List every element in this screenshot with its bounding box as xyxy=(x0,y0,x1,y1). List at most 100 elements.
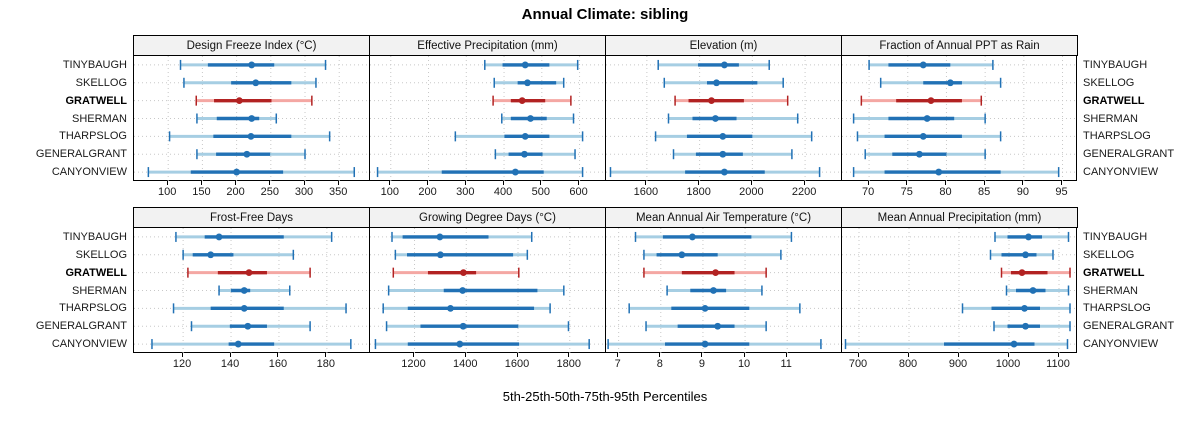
tick-mark xyxy=(337,181,339,185)
median-dot xyxy=(459,322,467,330)
median-dot xyxy=(915,150,923,158)
site-label-right-sherman: SHERMAN xyxy=(1083,284,1139,297)
interval-tinybaugh xyxy=(175,231,333,242)
panel-header-design-freeze-index-c-: Design Freeze Index (°C) xyxy=(133,35,370,56)
median-dot xyxy=(919,132,927,140)
interval-skellog xyxy=(183,77,317,88)
interval-canyonview xyxy=(151,339,352,350)
tick-label: 2200 xyxy=(791,186,817,198)
median-dot xyxy=(1022,251,1029,259)
median-dot xyxy=(245,269,253,277)
median-dot xyxy=(244,322,252,330)
tick-label: 800 xyxy=(898,358,918,370)
tick-mark xyxy=(1061,181,1063,185)
median-dot xyxy=(447,304,454,312)
interval-canyonview xyxy=(374,339,590,350)
interval-sherman xyxy=(667,113,799,124)
median-dot xyxy=(701,304,709,312)
tick-mark xyxy=(464,353,466,357)
tick-mark xyxy=(1007,353,1009,357)
median-dot xyxy=(713,79,720,87)
panel-canvas-mean-annual-air-temperature-c- xyxy=(606,228,842,353)
tick-label: 1200 xyxy=(401,358,426,370)
site-label-right-tinybaugh: TINYBAUGH xyxy=(1083,58,1148,71)
median-dot xyxy=(923,115,931,122)
panel-header-mean-annual-air-temperature-c-: Mean Annual Air Temperature (°C) xyxy=(605,207,842,228)
median-dot xyxy=(521,132,529,140)
median-dot xyxy=(215,233,223,241)
interval-tharpslog xyxy=(382,303,551,314)
interval-gratwell xyxy=(187,267,311,278)
interval-gratwell xyxy=(674,95,789,106)
interval-tharpslog xyxy=(168,131,331,142)
site-label-right-tinybaugh: TINYBAUGH xyxy=(1083,230,1148,243)
interval-tharpslog xyxy=(454,131,584,142)
tick-label: 1800 xyxy=(686,186,711,198)
interval-sherman xyxy=(196,113,278,124)
tick-mark xyxy=(698,181,700,185)
tick-label: 100 xyxy=(380,186,399,198)
interval-sherman xyxy=(501,113,575,124)
axis-frost-free-days: 120 140 160 180 xyxy=(133,353,369,377)
interval-tharpslog xyxy=(172,303,347,314)
panel-plot-elevation-m- xyxy=(605,56,842,181)
median-dot xyxy=(712,115,719,122)
site-label-left-canyonview: CANYONVIEW xyxy=(51,166,127,179)
site-label-right-generalgrant: GENERALGRANT xyxy=(1083,320,1175,333)
tick-label: 400 xyxy=(493,186,513,198)
tick-label: 2000 xyxy=(739,186,764,198)
tick-label: 1600 xyxy=(633,186,659,198)
median-dot xyxy=(714,322,722,330)
tick-mark xyxy=(785,353,787,357)
site-label-left-generalgrant: GENERALGRANT xyxy=(35,148,127,161)
interval-skellog xyxy=(493,77,565,88)
tick-mark xyxy=(701,353,703,357)
tick-mark xyxy=(944,181,946,185)
panel-plot-mean-annual-air-temperature-c- xyxy=(605,228,842,353)
tick-label: 11 xyxy=(780,358,792,370)
interval-generalgrant xyxy=(494,149,576,160)
tick-label: 200 xyxy=(418,186,437,198)
site-label-right-gratwell: GRATWELL xyxy=(1083,266,1145,279)
tick-label: 140 xyxy=(220,358,240,370)
tick-mark xyxy=(578,181,580,185)
median-dot xyxy=(252,79,260,87)
tick-label: 180 xyxy=(316,358,336,370)
tick-mark xyxy=(568,353,570,357)
tick-label: 1600 xyxy=(504,358,530,370)
tick-mark xyxy=(907,353,909,357)
tick-label: 95 xyxy=(1055,186,1068,198)
interval-generalgrant xyxy=(385,321,570,332)
interval-tharpslog xyxy=(628,303,801,314)
interval-skellog xyxy=(394,249,529,260)
median-dot xyxy=(935,168,943,176)
median-dot xyxy=(243,150,251,158)
tick-mark xyxy=(867,181,869,185)
interval-skellog xyxy=(663,77,784,88)
tick-label: 160 xyxy=(268,358,288,370)
site-label-left-skellog: SKELLOG xyxy=(75,76,127,89)
median-dot xyxy=(1022,322,1029,330)
interval-tinybaugh xyxy=(179,59,327,70)
panel-plot-frost-free-days xyxy=(133,228,370,353)
site-label-right-generalgrant: GENERALGRANT xyxy=(1083,148,1175,161)
panel-header-frost-free-days: Frost-Free Days xyxy=(133,207,370,228)
panel-canvas-effective-precipitation-mm- xyxy=(370,56,606,181)
tick-label: 7 xyxy=(614,358,621,370)
tick-mark xyxy=(166,181,168,185)
median-dot xyxy=(248,115,256,122)
axis-mean-annual-precipitation-mm-: 700 800 900 1000 1100 xyxy=(841,353,1077,377)
tick-mark xyxy=(427,181,429,185)
median-dot xyxy=(720,61,728,69)
site-label-left-gratwell: GRATWELL xyxy=(65,266,127,279)
tick-label: 200 xyxy=(226,186,245,198)
median-dot xyxy=(710,287,717,294)
tick-label: 85 xyxy=(978,186,991,198)
interval-generalgrant xyxy=(196,149,306,160)
tick-mark xyxy=(540,181,542,185)
site-label-left-gratwell: GRATWELL xyxy=(65,94,127,107)
site-label-left-sherman: SHERMAN xyxy=(71,284,127,297)
median-dot xyxy=(1025,233,1032,241)
tick-mark xyxy=(906,181,908,185)
tick-mark xyxy=(659,353,661,357)
